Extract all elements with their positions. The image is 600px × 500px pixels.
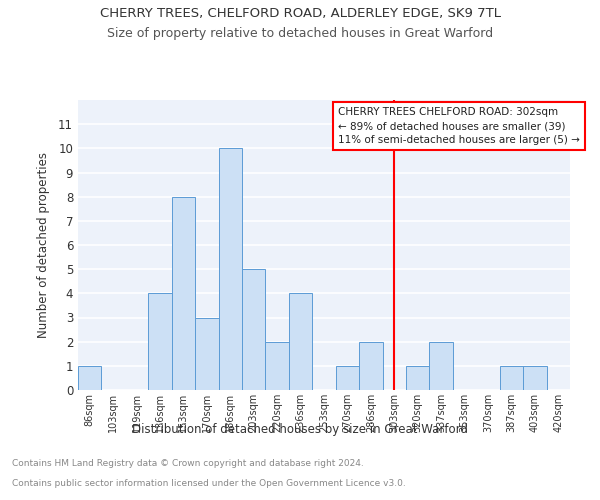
Bar — [406, 366, 430, 390]
Bar — [242, 269, 265, 390]
Bar — [265, 342, 289, 390]
Text: Size of property relative to detached houses in Great Warford: Size of property relative to detached ho… — [107, 28, 493, 40]
Text: Contains public sector information licensed under the Open Government Licence v3: Contains public sector information licen… — [12, 478, 406, 488]
Bar — [148, 294, 172, 390]
Bar — [195, 318, 218, 390]
Text: CHERRY TREES, CHELFORD ROAD, ALDERLEY EDGE, SK9 7TL: CHERRY TREES, CHELFORD ROAD, ALDERLEY ED… — [100, 8, 500, 20]
Text: Distribution of detached houses by size in Great Warford: Distribution of detached houses by size … — [132, 422, 468, 436]
Bar — [523, 366, 547, 390]
Bar — [172, 196, 195, 390]
Y-axis label: Number of detached properties: Number of detached properties — [37, 152, 50, 338]
Bar — [359, 342, 383, 390]
Text: CHERRY TREES CHELFORD ROAD: 302sqm
← 89% of detached houses are smaller (39)
11%: CHERRY TREES CHELFORD ROAD: 302sqm ← 89%… — [338, 108, 580, 146]
Bar — [78, 366, 101, 390]
Text: Contains HM Land Registry data © Crown copyright and database right 2024.: Contains HM Land Registry data © Crown c… — [12, 458, 364, 468]
Bar — [430, 342, 453, 390]
Bar — [336, 366, 359, 390]
Bar — [218, 148, 242, 390]
Bar — [500, 366, 523, 390]
Bar — [289, 294, 312, 390]
